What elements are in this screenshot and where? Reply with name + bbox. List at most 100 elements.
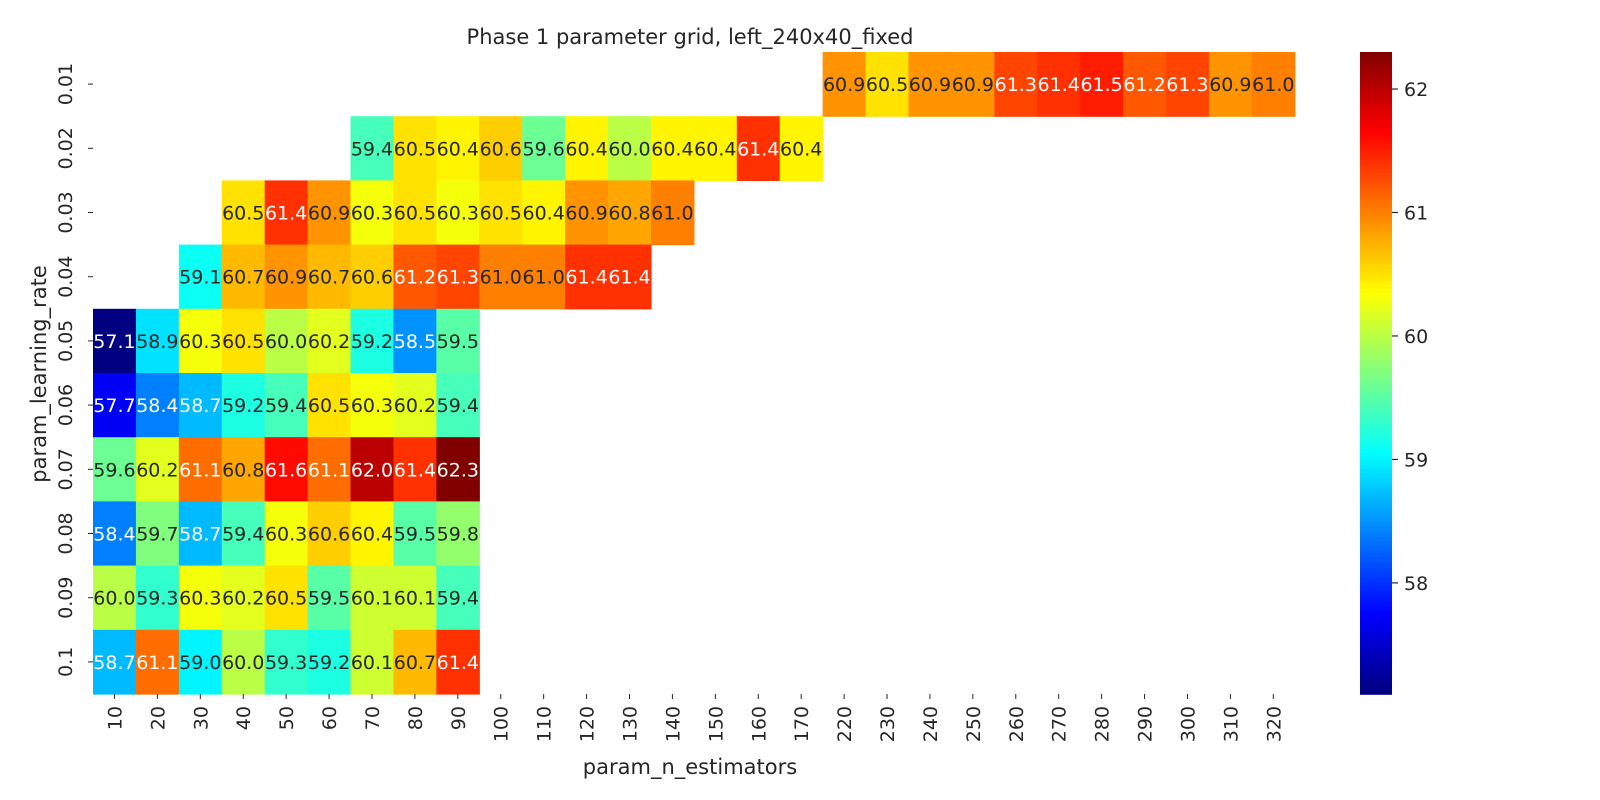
cell-value-label: 60.2 [394,395,436,417]
heatmap-cell [436,180,480,246]
heatmap-cell [350,629,395,695]
cell-value-label: 61.4 [437,652,479,674]
colorbar-segment [1360,553,1392,559]
cell-value-label: 60.7 [222,267,264,289]
colorbar-segment [1360,557,1392,563]
colorbar-segment [1360,100,1392,105]
heatmap-cell [565,244,609,310]
cell-value-label: 59.4 [351,138,393,160]
heatmap-cell [93,565,137,631]
colorbar-segment [1360,653,1392,659]
cell-value-label: 61.1 [136,652,178,674]
cell-value-label: 59.3 [136,588,178,610]
cell-value-label: 58.4 [136,395,178,417]
colorbar-segment [1360,156,1392,162]
heatmap-cell [221,373,266,438]
heatmap-cells [93,52,1296,695]
heatmap-cell [135,501,180,567]
colorbar-segment [1360,617,1392,623]
colorbar-segment [1360,433,1392,438]
cell-value-label: 61.6 [265,459,307,481]
heatmap-cell [522,116,566,181]
heatmap-cell [307,565,352,631]
cell-value-label: 59.4 [437,395,479,417]
colorbar-segment [1360,304,1392,310]
x-tick-label: 240 [920,706,942,742]
heatmap-cell [178,629,223,695]
colorbar-segment [1360,665,1392,671]
cell-value-label: 60.5 [394,138,436,160]
colorbar-segment [1360,324,1392,330]
colorbar-segment [1360,280,1392,286]
cell-value-label: 60.5 [866,74,908,96]
colorbar-segment [1360,493,1392,499]
cell-value-label: 59.4 [437,588,479,610]
colorbar-segment [1360,457,1392,463]
colorbar-segment [1360,144,1392,150]
colorbar-segment [1360,621,1392,627]
colorbar-segment [1360,124,1392,130]
colorbar-segment [1360,393,1392,398]
x-tick-label: 320 [1263,706,1285,742]
heatmap-cell [479,180,523,246]
cell-value-label: 59.6 [93,459,135,481]
heatmap-cell [522,244,566,310]
x-tick-label: 290 [1135,706,1157,742]
colorbar-segment [1360,417,1392,422]
x-tick-label: 260 [1006,706,1028,742]
colorbar-segment [1360,613,1392,619]
colorbar-segment [1360,569,1392,575]
heatmap-cell [178,437,223,502]
heatmap-cell [264,180,309,246]
heatmap-cell [908,52,952,117]
colorbar-segment [1360,541,1392,547]
heatmap-cell [135,437,180,502]
cell-value-label: 60.4 [437,138,479,160]
cell-value-label: 60.3 [179,331,221,353]
cell-value-label: 60.6 [351,267,393,289]
colorbar-segment [1360,60,1392,65]
cell-value-label: 59.4 [222,524,264,546]
colorbar-tick-label: 62 [1404,79,1428,101]
heatmap-cell [93,437,137,502]
colorbar-segment [1360,128,1392,134]
colorbar-segment [1360,200,1392,206]
heatmap-cell [393,180,437,246]
chart-title: Phase 1 parameter grid, left_240x40_fixe… [467,25,914,50]
colorbar-segment [1360,589,1392,595]
y-tick-label: 0.08 [55,512,77,554]
cell-value-label: 60.0 [265,331,307,353]
cell-value-label: 59.2 [351,331,393,353]
colorbar-segment [1360,605,1392,611]
colorbar-segment [1360,148,1392,154]
heatmap-cell [264,501,309,567]
colorbar-segment [1360,76,1392,81]
x-tick-label: 100 [491,706,513,742]
heatmap-cell [393,244,437,310]
heatmap-cell [1208,52,1253,117]
colorbar-segment [1360,465,1392,471]
colorbar-segment [1360,188,1392,194]
cell-value-label: 60.3 [265,524,307,546]
colorbar-segment [1360,389,1392,394]
cell-value-label: 60.2 [222,588,264,610]
heatmap-cell [994,52,1038,117]
heatmap-cell [1123,52,1167,117]
colorbar-segment [1360,364,1392,370]
colorbar-segment [1360,429,1392,434]
colorbar-segment [1360,80,1392,85]
x-tick-label: 60 [319,706,341,730]
cell-value-label: 58.5 [394,331,436,353]
heatmap-cell [221,501,266,567]
colorbar-segment [1360,581,1392,587]
colorbar-segment [1360,328,1392,334]
x-tick-label: 90 [448,706,470,730]
heatmap-cell [221,180,266,246]
heatmap-cell [1037,52,1081,117]
heatmap-cell [350,501,395,567]
colorbar-segment [1360,292,1392,298]
cell-value-label: 60.5 [222,203,264,225]
colorbar-segment [1360,597,1392,603]
colorbar-segment [1360,585,1392,591]
heatmap-cell [565,180,609,246]
